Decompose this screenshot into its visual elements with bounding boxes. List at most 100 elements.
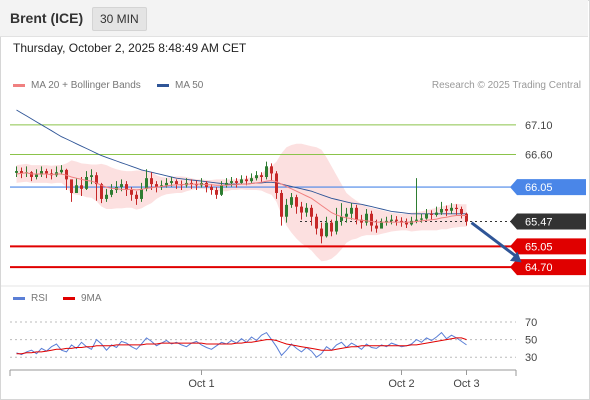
candle-body <box>75 185 78 193</box>
datetime-label: Thursday, October 2, 2025 8:48:49 AM CET <box>13 41 247 55</box>
level-tag-3 <box>510 213 586 230</box>
candle-body <box>245 179 248 182</box>
candle-body <box>140 188 143 199</box>
forecast-arrow-line <box>470 221 519 259</box>
rsi-series-9ma <box>16 337 467 355</box>
candle-body <box>150 178 153 185</box>
candle-body <box>255 175 258 179</box>
candle-body <box>420 218 423 220</box>
candle-body <box>60 169 63 173</box>
x-axis-label: Oct 3 <box>453 378 479 390</box>
candle-body <box>30 172 33 177</box>
ma20-line <box>16 172 467 223</box>
legend-9ma-swatch <box>63 296 75 300</box>
candle-body <box>355 207 358 220</box>
candle-body <box>350 207 353 214</box>
candle-body <box>230 181 233 183</box>
candle-body <box>365 213 368 223</box>
candle-body <box>240 179 243 183</box>
candle-body <box>345 213 348 217</box>
candle-body <box>380 222 383 229</box>
candle-body <box>120 184 123 188</box>
legend-ma50-swatch <box>157 83 169 87</box>
level-tag-5 <box>510 259 586 276</box>
candle-body <box>315 216 318 229</box>
candle-body <box>270 166 273 174</box>
legend-rsi-swatch <box>13 296 25 300</box>
candle-body <box>65 169 68 180</box>
x-axis-label: Oct 2 <box>388 378 414 390</box>
candle-body <box>260 175 263 177</box>
candle-body <box>330 222 333 232</box>
candle-body <box>130 190 133 195</box>
candle-body <box>310 207 313 217</box>
candle-body <box>100 184 103 199</box>
candle-body <box>405 222 408 225</box>
rsi-tick-label: 50 <box>525 335 537 347</box>
candle-body <box>265 166 268 177</box>
candle-body <box>70 179 73 193</box>
level-tag-label: 65.05 <box>525 241 553 253</box>
candle-body <box>435 212 438 215</box>
credit-label: Research © 2025 Trading Central <box>431 80 581 91</box>
candle-body <box>410 220 413 225</box>
candle-body <box>290 197 293 205</box>
rsi-series-rsi <box>16 331 467 358</box>
level-tick-label: 67.10 <box>525 120 553 132</box>
candle-body <box>390 219 393 221</box>
candle-body <box>220 185 223 195</box>
candle-body <box>450 207 453 211</box>
candle-body <box>15 171 18 173</box>
candle-body <box>145 178 148 189</box>
candle-body <box>440 209 443 213</box>
candle-body <box>155 184 158 188</box>
candle-body <box>235 181 238 183</box>
rsi-tick-label: 30 <box>525 352 537 364</box>
candle-body <box>300 206 303 213</box>
candle-body <box>280 193 283 217</box>
candle-body <box>165 182 168 186</box>
candle-body <box>215 190 218 195</box>
candle-body <box>225 182 228 186</box>
level-tag-2 <box>510 179 586 196</box>
instrument-title: Brent (ICE) <box>10 10 84 26</box>
candle-body <box>360 219 363 223</box>
rsi-tick-label: 70 <box>525 317 537 329</box>
legend-ma50-label: MA 50 <box>175 80 204 91</box>
candle-body <box>320 228 323 237</box>
ma50-line <box>16 109 467 215</box>
candle-body <box>190 182 193 185</box>
candle-body <box>85 176 88 189</box>
x-axis-label: Oct 1 <box>188 378 214 390</box>
candle-body <box>250 178 253 182</box>
candle-body <box>110 190 113 195</box>
candle-body <box>210 187 213 191</box>
candle-body <box>445 209 448 211</box>
candle-body <box>305 207 308 213</box>
candle-body <box>105 194 108 199</box>
legend-rsi: RSI <box>13 293 48 304</box>
candle-body <box>285 204 288 217</box>
candle-body <box>80 185 83 189</box>
legend-9ma: 9MA <box>63 293 102 304</box>
forecast-arrow-head <box>509 251 522 263</box>
candle-body <box>375 225 378 229</box>
legend-rsi-label: RSI <box>31 293 48 304</box>
level-tag-label: 66.05 <box>525 182 553 194</box>
timeframe-button[interactable]: 30 MIN <box>92 7 147 31</box>
candle-body <box>195 184 198 186</box>
legend-ma20-label: MA 20 + Bollinger Bands <box>31 80 141 91</box>
candle-body <box>415 219 418 221</box>
legend-ma20-swatch <box>13 83 25 87</box>
candle-body <box>175 181 178 185</box>
candle-body <box>340 216 343 221</box>
candle-body <box>20 171 23 174</box>
level-tag-label: 65.47 <box>525 216 553 228</box>
candle-body <box>335 220 338 232</box>
bollinger-band-area <box>16 143 467 262</box>
candle-body <box>35 174 38 177</box>
candle-body <box>430 213 433 215</box>
candle-body <box>275 173 278 193</box>
candle-body <box>455 207 458 210</box>
